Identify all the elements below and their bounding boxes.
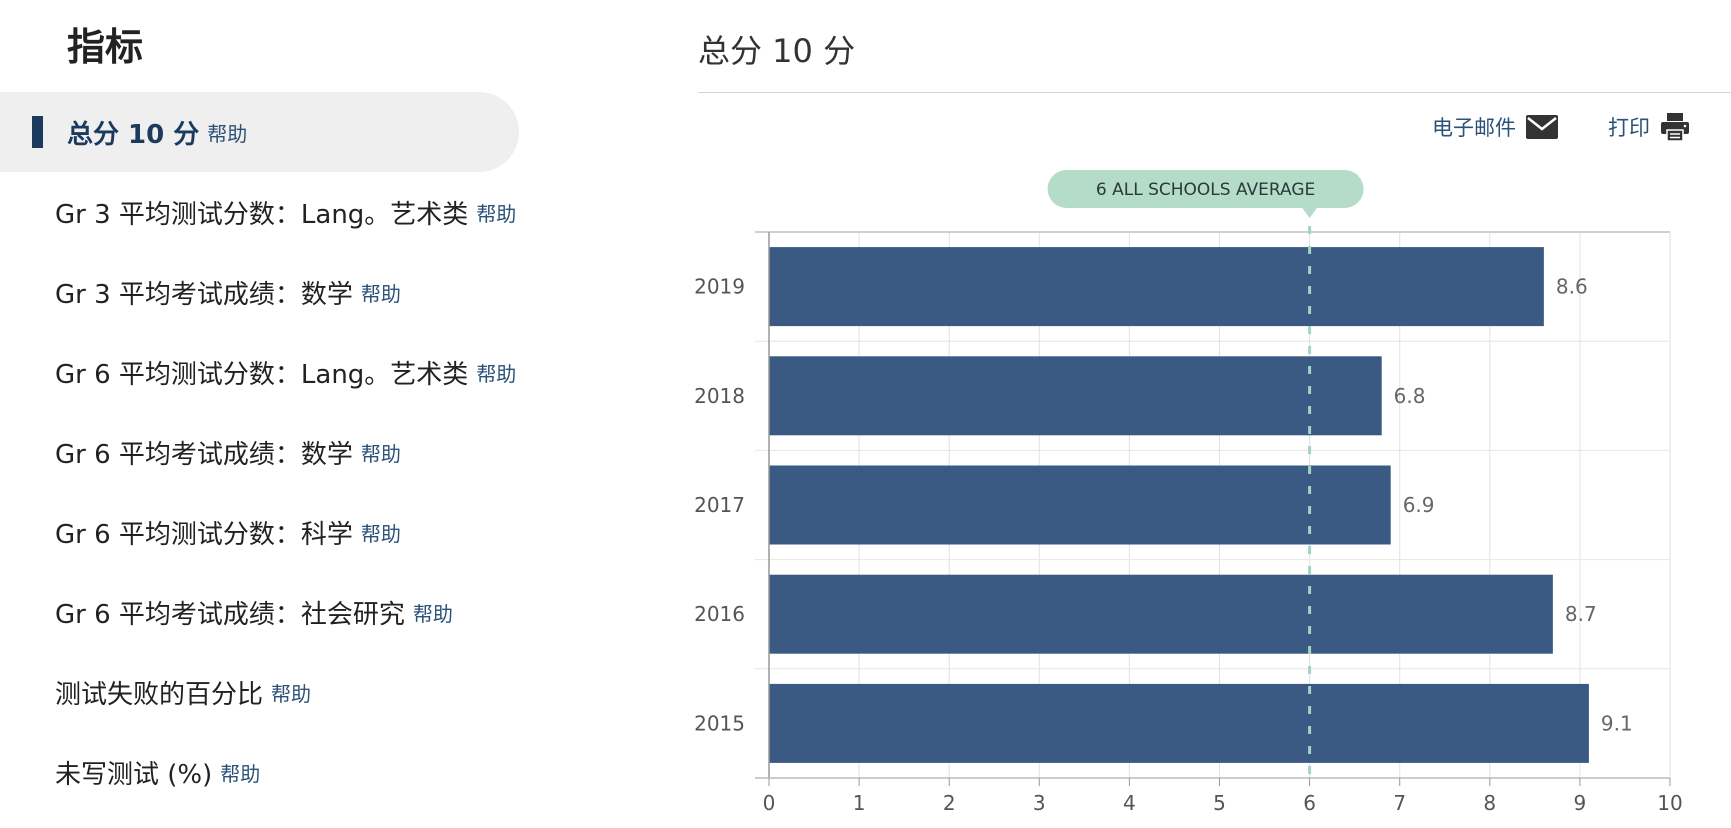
x-tick-label: 8: [1483, 791, 1496, 815]
active-marker: [32, 116, 43, 148]
x-tick-label: 6: [1303, 791, 1316, 815]
menu-item-label: 总分 10 分: [67, 119, 200, 150]
x-tick-label: 4: [1123, 791, 1136, 815]
menu-item-tests-not-written[interactable]: 未写测试 (%) 帮助: [0, 732, 620, 812]
help-link[interactable]: 帮助: [207, 121, 248, 146]
sidebar: 指标 总分 10 分 帮助 Gr 3 平均测试分数：Lang。艺术类 帮助 Gr…: [0, 0, 620, 828]
menu-item-gr3-math[interactable]: Gr 3 平均考试成绩：数学 帮助: [0, 252, 620, 332]
value-label-2018: 6.8: [1394, 384, 1426, 408]
print-button[interactable]: 打印: [1608, 112, 1690, 142]
menu-item-label: Gr 6 平均测试分数：科学: [55, 519, 353, 550]
average-label: 6 ALL SCHOOLS AVERAGE: [1096, 180, 1315, 200]
average-badge-pointer: [1301, 207, 1318, 218]
email-button[interactable]: 电子邮件: [1432, 112, 1558, 142]
bar-2016: [769, 574, 1553, 654]
help-link[interactable]: 帮助: [360, 441, 401, 466]
help-link[interactable]: 帮助: [360, 521, 401, 546]
x-tick-label: 9: [1574, 791, 1587, 815]
help-link[interactable]: 帮助: [476, 361, 517, 386]
menu-item-label: Gr 3 平均考试成绩：数学: [55, 279, 353, 310]
menu-item-gr6-math[interactable]: Gr 6 平均考试成绩：数学 帮助: [0, 412, 620, 492]
bar-2015: [769, 683, 1589, 763]
category-label-2019: 2019: [694, 275, 745, 299]
help-link[interactable]: 帮助: [476, 201, 517, 226]
page-title: 总分 10 分: [698, 32, 856, 70]
x-tick-label: 1: [853, 791, 866, 815]
value-label-2015: 9.1: [1601, 711, 1633, 735]
value-label-2017: 6.9: [1403, 493, 1435, 517]
menu-item-label: 未写测试 (%): [55, 759, 213, 790]
x-tick-label: 3: [1033, 791, 1046, 815]
indicator-menu: 总分 10 分 帮助 Gr 3 平均测试分数：Lang。艺术类 帮助 Gr 3 …: [0, 92, 620, 812]
email-label: 电子邮件: [1432, 116, 1516, 140]
printer-icon: [1661, 113, 1689, 142]
category-label-2016: 2016: [694, 602, 745, 626]
help-link[interactable]: 帮助: [271, 681, 312, 706]
bar-2018: [769, 356, 1382, 436]
x-tick-label: 7: [1393, 791, 1406, 815]
category-label-2018: 2018: [694, 384, 745, 408]
x-tick-label: 5: [1213, 791, 1226, 815]
menu-item-tests-failed[interactable]: 测试失败的百分比 帮助: [0, 652, 620, 732]
help-link[interactable]: 帮助: [412, 601, 453, 626]
envelope-icon: [1526, 115, 1558, 139]
menu-item-gr6-social-studies[interactable]: Gr 6 平均考试成绩：社会研究 帮助: [0, 572, 620, 652]
x-tick-label: 10: [1657, 791, 1682, 815]
menu-item-label: Gr 3 平均测试分数：Lang。艺术类: [55, 199, 469, 230]
menu-item-label: Gr 6 平均考试成绩：社会研究: [55, 599, 405, 630]
print-label: 打印: [1608, 116, 1650, 140]
menu-item-total-score[interactable]: 总分 10 分 帮助: [0, 92, 519, 172]
menu-item-gr3-lang-arts[interactable]: Gr 3 平均测试分数：Lang。艺术类 帮助: [0, 172, 620, 252]
menu-item-gr6-lang-arts[interactable]: Gr 6 平均测试分数：Lang。艺术类 帮助: [0, 332, 620, 412]
sidebar-title: 指标: [67, 25, 144, 69]
bar-2017: [769, 465, 1391, 545]
bar-chart: 8.6 2019 6.8 2018 6.9 2017 8.7 2016 9.1 2015 0 1 2 3 4…: [694, 170, 1683, 815]
menu-item-label: Gr 6 平均考试成绩：数学: [55, 439, 353, 470]
bar-2019: [769, 247, 1544, 327]
average-badge: [1047, 170, 1364, 208]
value-label-2019: 8.6: [1556, 275, 1588, 299]
menu-item-gr6-science[interactable]: Gr 6 平均测试分数：科学 帮助: [0, 492, 620, 572]
title-divider: [698, 92, 1731, 93]
category-label-2017: 2017: [694, 493, 745, 517]
x-tick-label: 2: [943, 791, 956, 815]
help-link[interactable]: 帮助: [220, 761, 261, 786]
value-label-2016: 8.7: [1565, 602, 1597, 626]
category-label-2015: 2015: [694, 711, 745, 735]
x-tick-label: 0: [763, 791, 776, 815]
menu-item-label: 测试失败的百分比: [55, 679, 264, 710]
help-link[interactable]: 帮助: [360, 281, 401, 306]
menu-item-label: Gr 6 平均测试分数：Lang。艺术类: [55, 359, 469, 390]
